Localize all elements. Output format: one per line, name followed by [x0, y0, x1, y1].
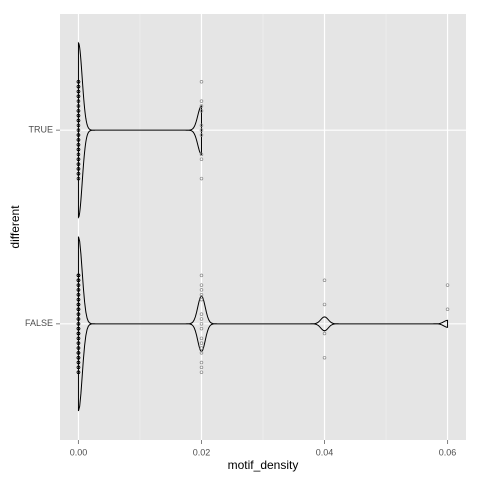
point [199, 109, 204, 113]
point [76, 312, 81, 316]
x-tick-label: 0.02 [193, 447, 211, 457]
point [199, 273, 204, 278]
point [76, 355, 81, 360]
point [76, 109, 81, 113]
point [445, 283, 450, 287]
point [76, 176, 81, 181]
y-tick-label: FALSE [25, 318, 53, 328]
point [76, 123, 81, 128]
point [76, 307, 81, 312]
point [76, 365, 81, 370]
point [76, 113, 81, 118]
point [76, 273, 81, 278]
point [322, 331, 327, 336]
point [76, 317, 81, 321]
point [76, 118, 81, 123]
point [199, 297, 204, 302]
point [199, 80, 204, 84]
point [322, 278, 327, 283]
point [76, 104, 81, 108]
point [76, 322, 81, 326]
point [76, 336, 81, 341]
point [199, 360, 204, 365]
point [76, 80, 81, 84]
point [76, 360, 81, 365]
point [76, 89, 81, 94]
point [76, 138, 81, 142]
point [199, 152, 204, 157]
point [199, 176, 204, 181]
point [199, 293, 204, 297]
point [199, 104, 204, 108]
point [199, 326, 204, 331]
point [445, 307, 450, 312]
point [76, 142, 81, 147]
point [76, 370, 81, 374]
point [76, 302, 81, 307]
point [199, 288, 204, 292]
point [76, 162, 81, 166]
point [199, 317, 204, 321]
x-tick-label: 0.00 [70, 447, 88, 457]
point [76, 133, 81, 137]
point [76, 297, 81, 302]
point [76, 152, 81, 157]
point [199, 283, 204, 287]
point [76, 84, 81, 89]
point [76, 94, 81, 99]
point [76, 326, 81, 331]
point [322, 302, 327, 307]
point [199, 365, 204, 370]
point [199, 123, 204, 128]
x-tick-label: 0.06 [439, 447, 457, 457]
point [199, 370, 204, 374]
point [76, 293, 81, 297]
point [199, 322, 204, 326]
point [199, 99, 204, 103]
y-axis-title: different [8, 205, 22, 249]
y-tick-label: TRUE [29, 125, 54, 135]
x-tick-label: 0.04 [316, 447, 334, 457]
point [76, 278, 81, 283]
violin [77, 41, 202, 219]
point [322, 355, 327, 360]
point [76, 283, 81, 287]
point [199, 346, 204, 350]
point [76, 331, 81, 336]
point [199, 351, 204, 355]
point [76, 346, 81, 350]
point [199, 157, 204, 161]
point [199, 133, 204, 137]
point [199, 341, 204, 345]
point [76, 167, 81, 171]
point [76, 341, 81, 345]
point [76, 172, 81, 176]
point [76, 157, 81, 161]
x-axis-title: motif_density [228, 458, 299, 472]
point [199, 336, 204, 341]
point [76, 288, 81, 292]
point [76, 351, 81, 355]
point [199, 128, 204, 132]
point [76, 99, 81, 103]
point [76, 128, 81, 132]
point [76, 147, 81, 152]
point [199, 312, 204, 316]
